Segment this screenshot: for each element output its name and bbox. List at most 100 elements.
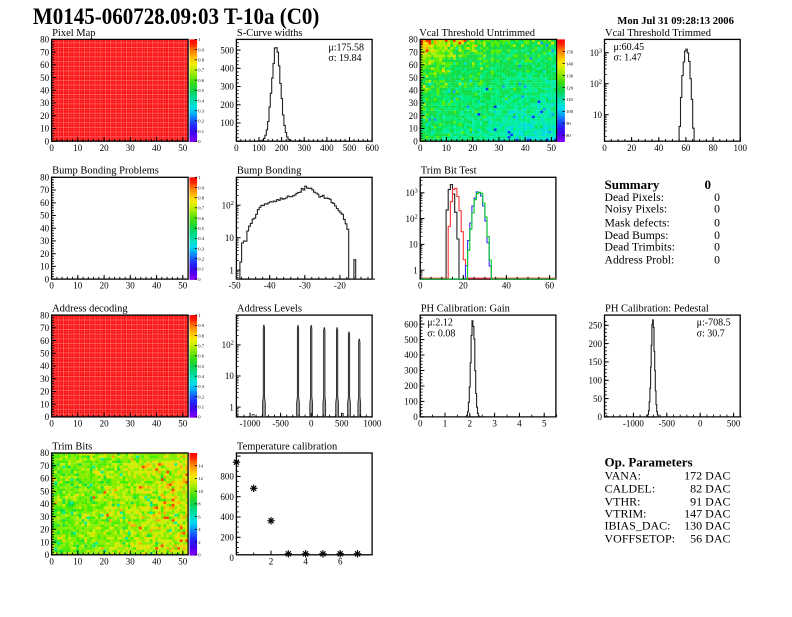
svg-text:140: 140 (566, 61, 574, 66)
svg-text:0: 0 (413, 136, 418, 146)
svg-text:30: 30 (40, 236, 50, 246)
svg-text:120: 120 (566, 85, 574, 90)
svg-text:1: 1 (229, 265, 234, 275)
svg-text:50: 50 (547, 143, 557, 153)
svg-text:40: 40 (40, 86, 50, 96)
svg-text:5: 5 (542, 419, 547, 429)
svg-text:200: 200 (275, 143, 289, 153)
svg-text:0: 0 (418, 281, 423, 291)
svg-text:40: 40 (654, 143, 664, 153)
svg-text:0.3: 0.3 (198, 384, 204, 389)
svg-text:0.5: 0.5 (198, 226, 204, 231)
svg-text:Noisy Pixels:: Noisy Pixels: (605, 202, 668, 215)
svg-text:600: 600 (404, 319, 418, 329)
svg-text:60: 60 (545, 281, 555, 291)
svg-text:-50: -50 (229, 281, 241, 291)
svg-text:0.1: 0.1 (198, 129, 204, 134)
svg-text:σ: 1.47: σ: 1.47 (614, 53, 642, 64)
svg-text:0: 0 (49, 419, 54, 429)
svg-text:σ: 19.84: σ: 19.84 (328, 53, 361, 64)
svg-text:500: 500 (343, 143, 357, 153)
svg-text:100: 100 (252, 143, 266, 153)
svg-text:3: 3 (492, 419, 497, 429)
svg-text:Vcal Threshold Untrimmed: Vcal Threshold Untrimmed (419, 28, 536, 39)
svg-text:0.2: 0.2 (198, 394, 204, 399)
svg-text:100: 100 (566, 109, 574, 114)
svg-text:500: 500 (404, 335, 418, 345)
svg-text:103: 103 (590, 47, 602, 58)
svg-text:0.2: 0.2 (198, 257, 204, 262)
svg-text:σ: 30.7: σ: 30.7 (697, 328, 725, 339)
svg-text:0.3: 0.3 (198, 246, 204, 251)
svg-text:30: 30 (40, 374, 50, 384)
svg-text:10: 10 (409, 240, 419, 250)
svg-text:μ:2.12: μ:2.12 (427, 318, 453, 329)
svg-text:10: 10 (225, 233, 235, 243)
svg-text:0: 0 (714, 241, 720, 254)
svg-text:Trim Bits: Trim Bits (52, 441, 92, 452)
svg-text:10: 10 (40, 399, 50, 409)
svg-text:70: 70 (40, 185, 50, 195)
svg-text:0.8: 0.8 (198, 333, 204, 338)
svg-text:-20: -20 (334, 281, 346, 291)
svg-text:1: 1 (198, 37, 201, 42)
svg-text:20: 20 (100, 281, 110, 291)
svg-text:0: 0 (234, 143, 239, 153)
svg-text:PH Calibration: Gain: PH Calibration: Gain (421, 304, 511, 315)
svg-text:60: 60 (40, 198, 50, 208)
svg-text:0: 0 (49, 281, 54, 291)
svg-text:Vcal Threshold Trimmed: Vcal Threshold Trimmed (605, 28, 712, 39)
svg-text:0: 0 (198, 415, 201, 420)
svg-text:0.8: 0.8 (198, 58, 204, 63)
svg-text:300: 300 (220, 82, 234, 92)
svg-text:-40: -40 (264, 281, 276, 291)
svg-text:500: 500 (220, 45, 234, 55)
svg-text:0.5: 0.5 (198, 364, 204, 369)
svg-text:0: 0 (705, 177, 712, 192)
svg-text:0.1: 0.1 (198, 267, 204, 272)
svg-text:40: 40 (521, 143, 531, 153)
svg-text:150: 150 (589, 357, 603, 367)
svg-text:50: 50 (40, 211, 50, 221)
svg-text:0: 0 (49, 143, 54, 153)
svg-text:70: 70 (40, 47, 50, 57)
svg-text:-30: -30 (299, 281, 311, 291)
svg-text:-1000: -1000 (623, 419, 644, 429)
svg-text:0: 0 (198, 277, 201, 282)
svg-text:150: 150 (566, 49, 574, 54)
svg-text:0: 0 (598, 412, 603, 422)
svg-text:0.9: 0.9 (198, 323, 204, 328)
svg-text:40: 40 (152, 419, 162, 429)
svg-text:50: 50 (40, 349, 50, 359)
svg-text:200: 200 (404, 381, 418, 391)
svg-text:0.6: 0.6 (198, 216, 204, 221)
svg-text:20: 20 (40, 111, 50, 121)
svg-text:0.7: 0.7 (198, 343, 204, 348)
svg-text:40: 40 (40, 223, 50, 233)
svg-text:0.7: 0.7 (198, 206, 204, 211)
svg-text:40: 40 (152, 143, 162, 153)
svg-text:Dead Trimbits:: Dead Trimbits: (605, 241, 675, 254)
svg-text:20: 20 (100, 143, 110, 153)
svg-text:20: 20 (40, 249, 50, 259)
svg-text:1: 1 (198, 313, 201, 318)
svg-text:60: 60 (40, 336, 50, 346)
svg-text:30: 30 (409, 98, 419, 108)
svg-text:80: 80 (709, 143, 719, 153)
svg-text:0.8: 0.8 (198, 196, 204, 201)
svg-text:Address decoding: Address decoding (52, 304, 128, 315)
svg-text:-500: -500 (659, 419, 676, 429)
svg-text:Mon Jul 31 09:28:13 2006: Mon Jul 31 09:28:13 2006 (617, 16, 734, 27)
svg-text:100: 100 (589, 376, 603, 386)
svg-text:0: 0 (45, 412, 50, 422)
svg-text:102: 102 (405, 213, 417, 224)
svg-text:50: 50 (593, 394, 603, 404)
svg-text:60: 60 (681, 143, 691, 153)
svg-text:400: 400 (220, 64, 234, 74)
svg-text:10: 10 (409, 124, 419, 134)
svg-text:Bump Bonding Problems: Bump Bonding Problems (52, 166, 159, 177)
svg-text:0: 0 (309, 419, 314, 429)
svg-text:102: 102 (222, 340, 234, 351)
svg-text:50: 50 (178, 143, 188, 153)
svg-text:Mask defects:: Mask defects: (605, 216, 670, 229)
